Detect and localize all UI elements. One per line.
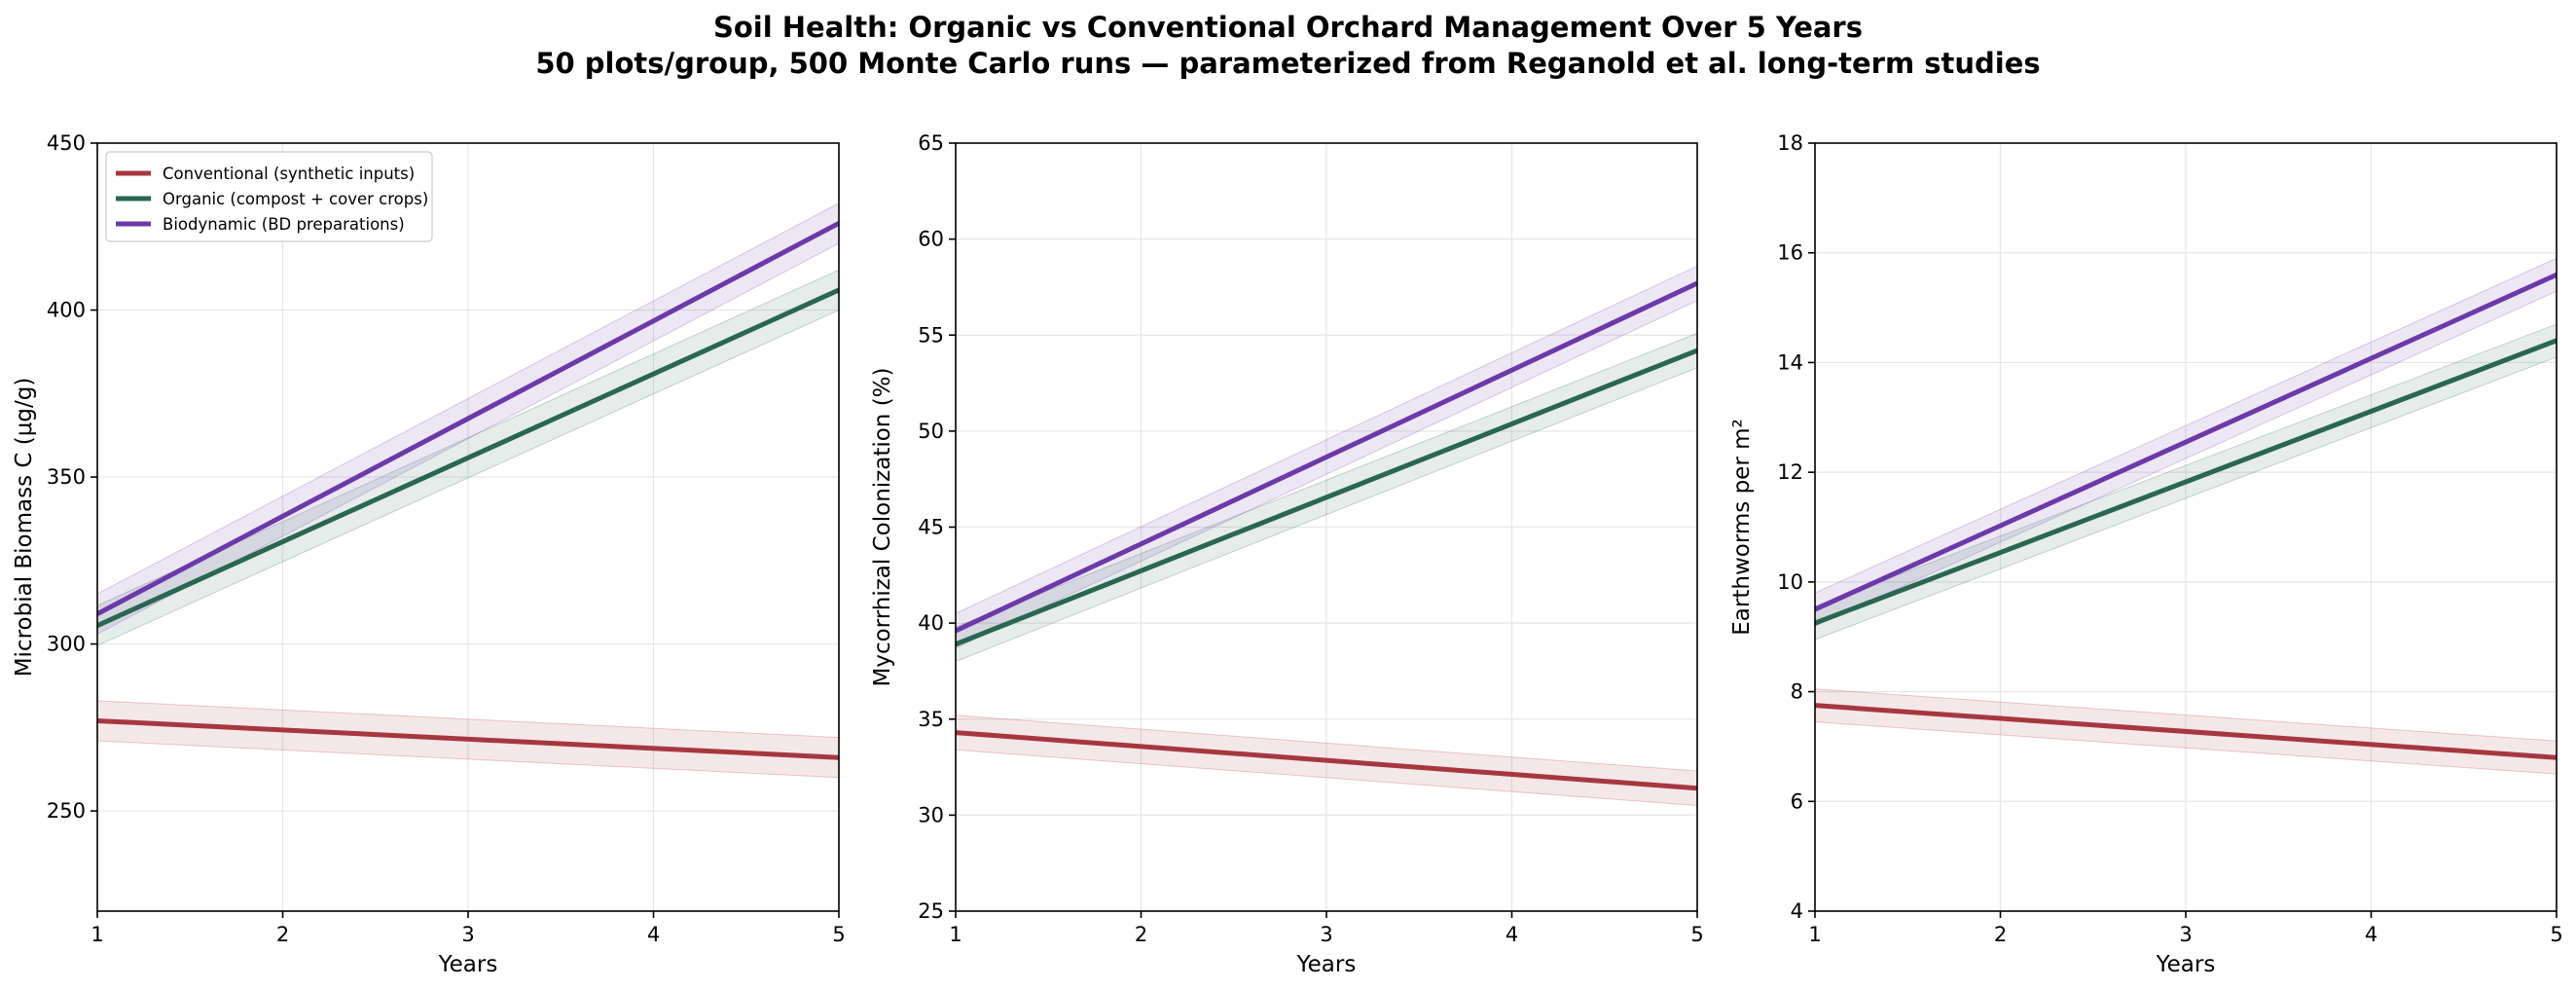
y-tick-label: 450 (47, 131, 86, 155)
x-axis-label: Years (1296, 952, 1357, 977)
legend: Conventional (synthetic inputs) Organic (… (105, 151, 433, 242)
y-tick-label: 250 (47, 799, 86, 823)
legend-label-biodynamic: Biodynamic (BD preparations) (163, 215, 405, 234)
x-tick-label: 1 (91, 923, 103, 946)
y-tick-label: 35 (918, 708, 944, 731)
figure-title-block: Soil Health: Organic vs Conventional Orc… (0, 10, 2576, 82)
y-axis-label: Microbial Biomass C (μg/g) (12, 378, 37, 678)
y-tick-label: 6 (1791, 789, 1803, 813)
y-tick-label: 12 (1777, 460, 1803, 484)
x-tick-label: 3 (1320, 923, 1332, 946)
figure-subtitle: 50 plots/group, 500 Monte Carlo runs — p… (535, 47, 2041, 80)
organic-series-line (956, 348, 1697, 647)
y-tick-label: 10 (1777, 570, 1803, 594)
biodynamic-series-line (1815, 272, 2557, 612)
x-axis-label: Years (2156, 952, 2216, 977)
legend-label-organic: Organic (compost + cover crops) (163, 190, 428, 208)
y-tick-label: 65 (918, 131, 944, 155)
plot-area (956, 265, 1697, 807)
y-tick-label: 16 (1777, 241, 1803, 265)
y-tick-label: 30 (918, 803, 944, 826)
y-tick-label: 40 (918, 611, 944, 635)
y-tick-label: 400 (47, 299, 86, 322)
plot-area (1815, 257, 2557, 775)
x-tick-label: 2 (276, 923, 289, 946)
chart-panel-1: 1 2 3 4 5 250 300 350 400 450 Years Microbial Bioma… (12, 131, 846, 977)
x-tick-label: 3 (2179, 923, 2192, 946)
organic-series-line (97, 287, 839, 628)
plot-area (97, 202, 839, 779)
x-tick-label: 4 (647, 923, 660, 946)
conventional-series-line (956, 730, 1697, 791)
x-tick-label: 4 (1506, 923, 1518, 946)
y-tick-label: 55 (918, 323, 944, 347)
x-axis-label: Years (438, 952, 498, 977)
x-tick-label: 5 (832, 923, 845, 946)
figure-title: Soil Health: Organic vs Conventional Orc… (712, 11, 1863, 44)
legend-label-conventional: Conventional (synthetic inputs) (163, 165, 415, 183)
y-tick-label: 60 (918, 228, 944, 251)
legend-box (105, 151, 433, 242)
x-tick-label: 1 (949, 923, 961, 946)
y-tick-label: 25 (918, 899, 944, 923)
biodynamic-series-line (956, 280, 1697, 634)
chart-panel-2: 1 2 3 4 5253035404550556065YearsMycorrhizal … (870, 131, 1704, 977)
y-tick-label: 350 (47, 465, 86, 489)
x-tick-label: 2 (1994, 923, 2007, 946)
y-tick-label: 45 (918, 516, 944, 539)
x-tick-label: 1 (1808, 923, 1821, 946)
y-tick-label: 14 (1777, 350, 1803, 374)
conventional-series-line (1815, 703, 2557, 760)
y-tick-label: 300 (47, 633, 86, 656)
x-tick-label: 2 (1135, 923, 1147, 946)
x-tick-label: 5 (2550, 923, 2562, 946)
y-axis-label: Mycorrhizal Colonization (%) (870, 367, 895, 686)
y-tick-label: 18 (1777, 131, 1803, 155)
y-tick-label: 8 (1791, 680, 1803, 704)
x-tick-label: 5 (1690, 923, 1703, 946)
x-tick-label: 4 (2365, 923, 2377, 946)
x-tick-label: 3 (461, 923, 474, 946)
y-axis-label: Earthworms per m² (1729, 419, 1755, 635)
organic-series-line (1815, 338, 2557, 626)
y-tick-label: 4 (1791, 899, 1803, 923)
y-tick-label: 50 (918, 420, 944, 443)
conventional-series-line (97, 717, 839, 760)
biodynamic-series-line (97, 221, 839, 616)
